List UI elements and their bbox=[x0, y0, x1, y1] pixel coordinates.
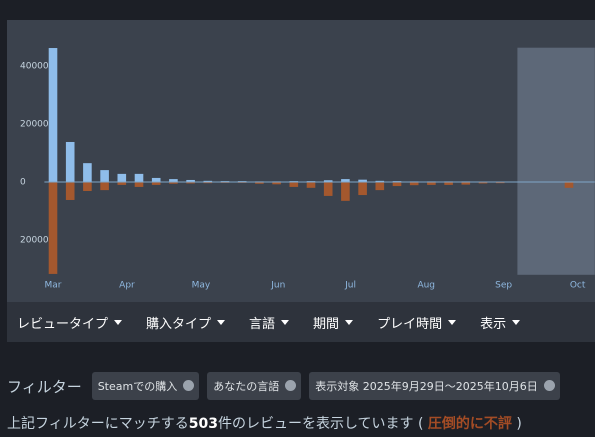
menu-item[interactable]: レビュータイプ bbox=[17, 313, 122, 332]
x-tick-label: Jul bbox=[344, 280, 356, 290]
x-tick-label: Mar bbox=[45, 280, 62, 290]
chart: 40000 20000 0 20000 Mar Apr May Jun Jul Aug Sep Oct bbox=[20, 47, 595, 290]
highlight-range bbox=[517, 47, 595, 275]
filter-chip[interactable]: 表示対象 2025年9月29日～2025年10月6日 bbox=[309, 372, 560, 400]
filter-label: フィルター bbox=[7, 377, 82, 396]
bar bbox=[83, 163, 92, 182]
bar bbox=[358, 182, 367, 196]
bar bbox=[255, 182, 264, 184]
menu-item[interactable]: 期間 bbox=[313, 313, 353, 332]
bar bbox=[117, 173, 127, 182]
bar bbox=[323, 180, 333, 182]
bar bbox=[341, 179, 350, 182]
filter-chip[interactable]: Steamでの購入 bbox=[91, 372, 200, 400]
bar bbox=[65, 182, 75, 200]
bar bbox=[169, 179, 178, 182]
summary-text: 上記フィルターにマッチする bbox=[7, 416, 189, 432]
bar bbox=[564, 182, 574, 188]
menu-item[interactable]: 購入タイプ bbox=[146, 313, 225, 332]
x-tick-label: Apr bbox=[119, 280, 135, 290]
y-tick-label: 20000 bbox=[20, 236, 49, 246]
bar bbox=[341, 182, 350, 201]
bar bbox=[48, 48, 58, 182]
bar bbox=[427, 182, 436, 185]
bar bbox=[151, 182, 161, 185]
y-tick-label: 0 bbox=[20, 178, 26, 188]
summary-text: 件のレビューを表示しています ( bbox=[217, 416, 424, 432]
summary-count: 503 bbox=[188, 416, 218, 432]
filters: フィルター Steamでの購入 あなたの言語 表示対象 2025年9月29日～202… bbox=[7, 372, 560, 400]
bar bbox=[65, 141, 75, 182]
bar bbox=[100, 170, 109, 182]
bar bbox=[186, 179, 195, 182]
bar bbox=[100, 182, 109, 191]
bar bbox=[83, 182, 92, 191]
x-tick-label: Aug bbox=[417, 280, 435, 290]
bar bbox=[495, 182, 505, 184]
bar bbox=[375, 180, 385, 182]
bar bbox=[203, 180, 213, 182]
y-tick-label: 40000 bbox=[20, 62, 49, 72]
bar bbox=[392, 182, 402, 187]
bar bbox=[151, 177, 161, 182]
bar bbox=[203, 182, 213, 184]
bar bbox=[478, 182, 488, 184]
bar bbox=[134, 182, 144, 187]
bar bbox=[134, 173, 144, 182]
menu-item[interactable]: プレイ時間 bbox=[377, 313, 456, 332]
x-tick-label: Oct bbox=[570, 280, 586, 290]
bar bbox=[117, 182, 127, 185]
bar bbox=[375, 182, 385, 191]
summary-text: ) bbox=[516, 416, 522, 432]
bar bbox=[272, 182, 281, 185]
menu-item[interactable]: 言語 bbox=[249, 313, 289, 332]
bar bbox=[306, 182, 316, 188]
filter-chip[interactable]: あなたの言語 bbox=[207, 372, 302, 400]
bar bbox=[444, 182, 453, 185]
bar bbox=[461, 182, 471, 185]
bar bbox=[358, 179, 367, 182]
x-tick-label: Jun bbox=[270, 280, 285, 290]
y-tick-label: 20000 bbox=[20, 120, 49, 130]
bar bbox=[48, 182, 58, 274]
summary-rating: 圧倒的に不評 bbox=[427, 416, 512, 432]
bar bbox=[289, 182, 299, 187]
bar bbox=[169, 182, 178, 184]
bar bbox=[409, 182, 419, 186]
bar bbox=[323, 182, 333, 196]
x-tick-label: May bbox=[192, 280, 211, 290]
menu-item[interactable]: 表示 bbox=[480, 313, 520, 332]
menu-bar: レビュータイプ 購入タイプ 言語 期間 プレイ時間 表示 bbox=[7, 302, 595, 342]
summary: 上記フィルターにマッチする503件のレビューを表示しています ( 圧倒的に不評 … bbox=[7, 413, 522, 433]
bar bbox=[186, 182, 195, 184]
x-tick-label: Sep bbox=[495, 280, 512, 290]
